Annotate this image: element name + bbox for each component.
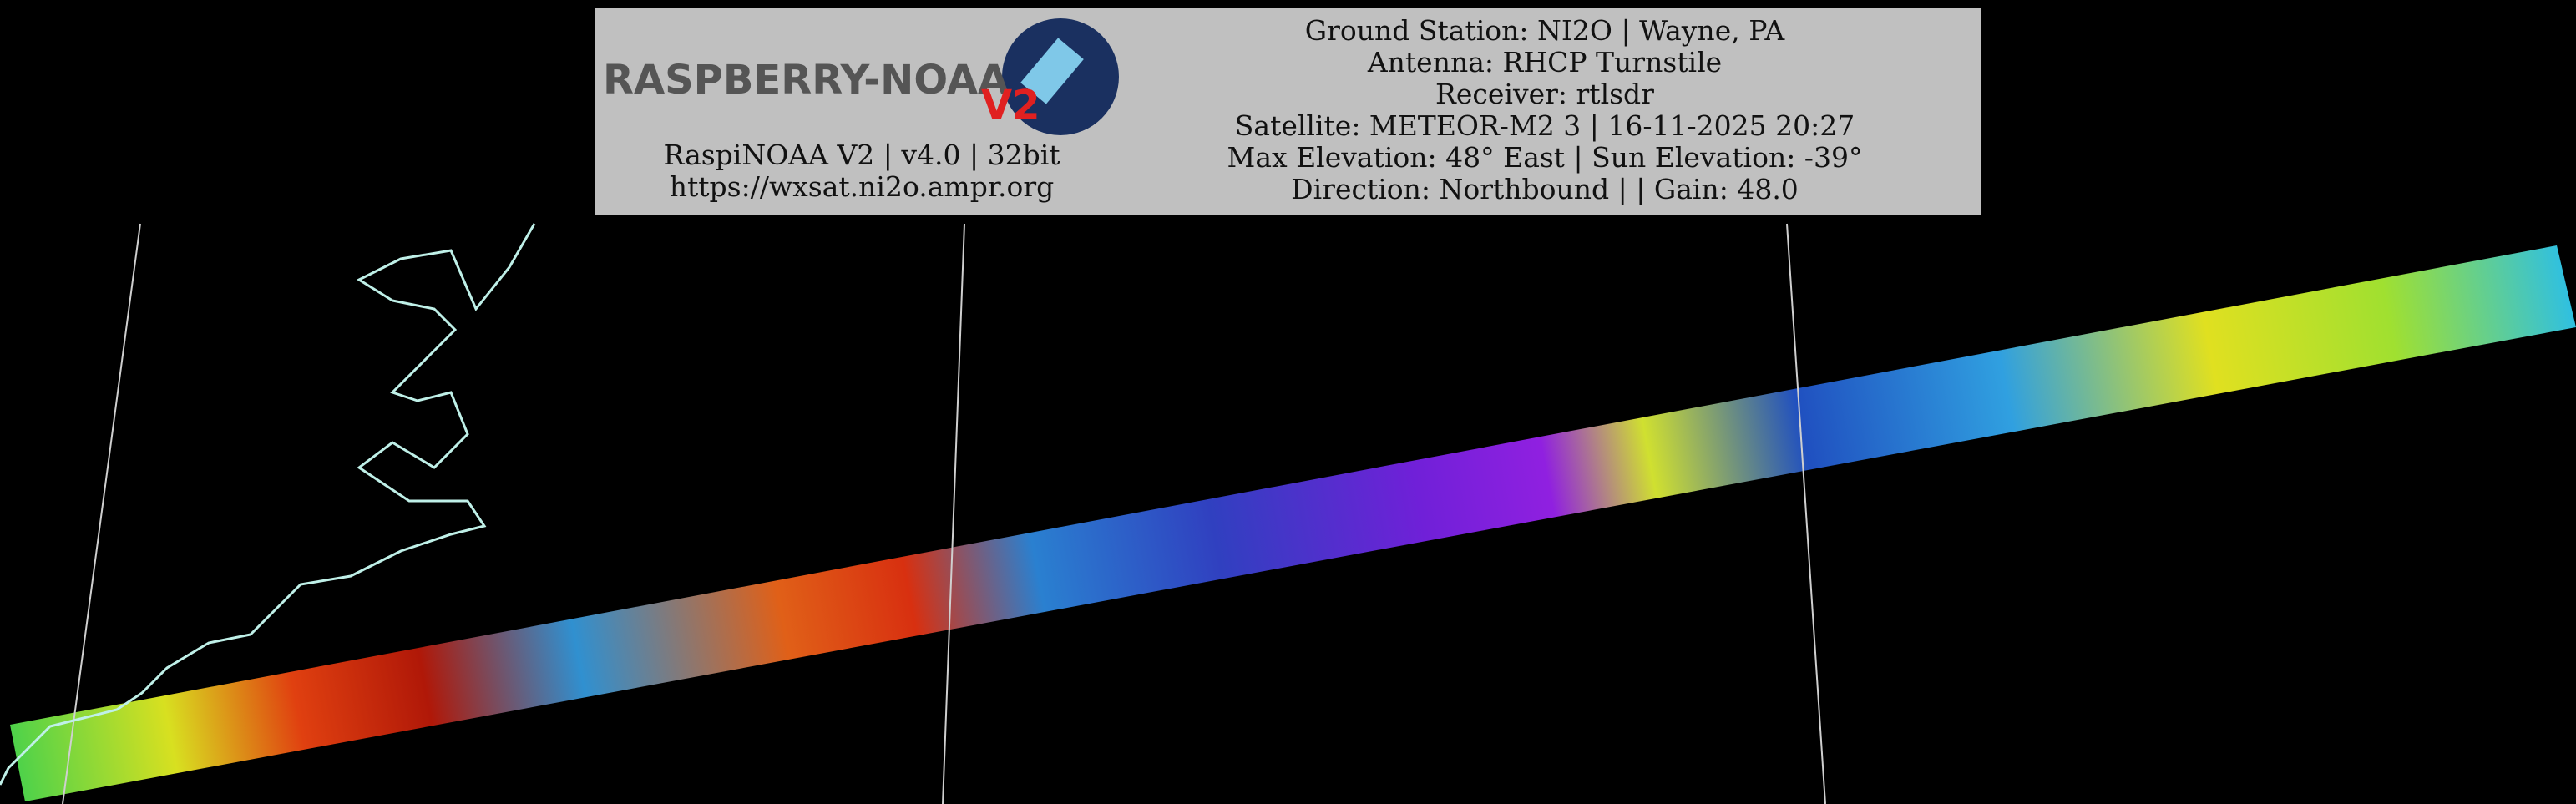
satellite-pass [10,245,2576,801]
logo-satellite [1020,38,1084,104]
logo-title: RASPBERRY-NOAA [603,57,1009,104]
info-line: Antenna: RHCP Turnstile [1367,46,1722,78]
info-line: Direction: Northbound | | Gain: 48.0 [1291,173,1799,205]
info-line: Satellite: METEOR-M2 3 | 16-11-2025 20:2… [1235,109,1855,142]
meridians [62,223,1826,804]
coastline [0,223,536,786]
info-line: https://wxsat.ni2o.ampr.org [670,170,1055,203]
info-line: Receiver: rtlsdr [1435,78,1654,110]
right-info: Ground Station: NI2O | Wayne, PAAntenna:… [1227,14,1863,205]
info-line: Ground Station: NI2O | Wayne, PA [1305,14,1786,47]
info-panel [595,8,1981,215]
info-line: Max Elevation: 48° East | Sun Elevation:… [1227,141,1863,174]
logo-badge: V2 [981,82,1040,129]
info-line: RaspiNOAA V2 | v4.0 | 32bit [663,139,1060,171]
left-info: RaspiNOAA V2 | v4.0 | 32bithttps://wxsat… [663,139,1060,203]
